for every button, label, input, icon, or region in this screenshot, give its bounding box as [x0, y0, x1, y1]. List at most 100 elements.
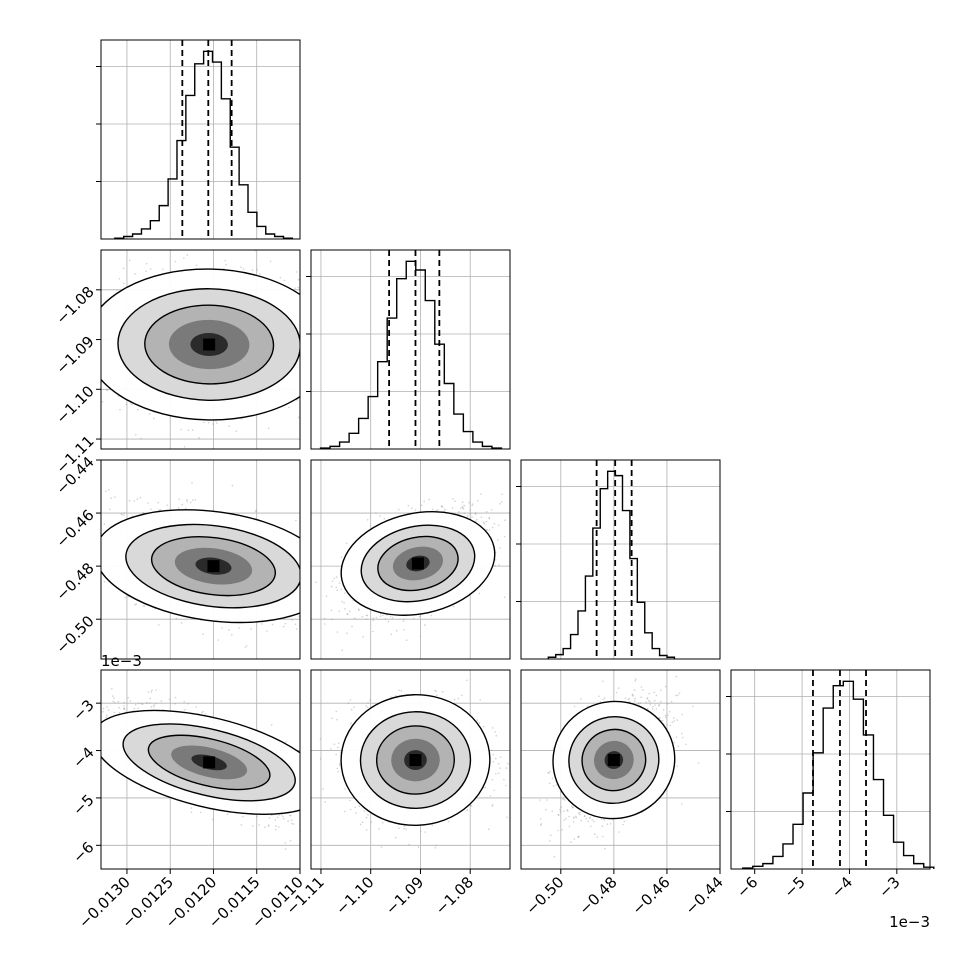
sample-point [325, 322, 327, 324]
sample-point [384, 629, 386, 631]
sample-point [139, 496, 142, 499]
sample-point [308, 311, 310, 313]
sample-point [319, 605, 321, 607]
sample-point [314, 307, 316, 309]
sample-point [375, 616, 378, 619]
sample-point [338, 598, 340, 600]
sample-point [477, 499, 479, 502]
sample-point [336, 403, 338, 405]
sample-point [183, 446, 186, 448]
sample-point [121, 513, 123, 516]
sample-point [294, 623, 297, 625]
sample-point [267, 427, 270, 430]
sample-point [312, 368, 314, 370]
sample-point [221, 627, 223, 629]
sample-point [499, 547, 501, 549]
sample-point [461, 507, 464, 509]
sample-point [452, 605, 455, 608]
histogram-step [547, 470, 676, 659]
sample-point [501, 501, 503, 503]
sample-point [128, 499, 131, 502]
sample-point [305, 595, 307, 597]
sample-point [331, 378, 333, 380]
sample-point [143, 605, 146, 607]
sample-point [192, 499, 194, 502]
sample-point [52, 331, 54, 333]
sample-point [180, 428, 182, 431]
sample-point [494, 564, 497, 567]
sample-point [331, 583, 333, 585]
sample-point [96, 292, 98, 294]
sample-point [307, 345, 309, 347]
sample-point [88, 382, 90, 384]
sample-point [488, 516, 491, 519]
sample-point [304, 361, 306, 363]
histogram-panel [516, 459, 721, 660]
sample-point [335, 588, 337, 590]
sample-point [402, 620, 405, 622]
sample-point [471, 504, 473, 507]
sample-point [403, 618, 406, 620]
sample-point [185, 236, 187, 238]
panel-frame [310, 459, 511, 660]
sample-point [301, 346, 303, 348]
sample-point [178, 475, 180, 477]
sample-point [103, 523, 106, 525]
sample-point [118, 278, 121, 280]
sample-point [134, 603, 136, 606]
sample-point [305, 339, 307, 341]
density-panel [310, 459, 540, 660]
sample-point [475, 518, 478, 521]
sample-point [270, 724, 273, 726]
sample-point [538, 510, 540, 512]
sample-point [318, 335, 320, 337]
sample-point [297, 278, 300, 281]
sample-point [301, 580, 303, 582]
sample-point [106, 389, 108, 392]
density-peak [207, 560, 220, 573]
sample-point [317, 281, 319, 283]
sample-point [134, 273, 136, 275]
sample-point [148, 413, 151, 415]
sample-point [304, 586, 306, 588]
sample-point [322, 590, 324, 592]
sample-point [395, 629, 398, 632]
sample-point [183, 257, 185, 259]
sample-point [493, 523, 496, 525]
sample-point [345, 542, 348, 545]
sample-point [22, 300, 24, 302]
sample-point [147, 502, 149, 504]
sample-point [149, 268, 152, 270]
sample-point [64, 552, 66, 554]
sample-point [305, 603, 307, 605]
sample-point [342, 610, 344, 612]
sample-point [186, 500, 189, 503]
sample-point [423, 500, 426, 503]
sample-point [238, 627, 240, 629]
sample-point [469, 512, 472, 515]
sample-point [158, 509, 160, 511]
sample-point [360, 650, 362, 652]
sample-point [231, 633, 233, 636]
sample-point [75, 379, 77, 381]
sample-point [187, 429, 190, 432]
sample-point [497, 539, 499, 541]
sample-point [68, 564, 70, 566]
panel-frame [310, 249, 511, 450]
sample-point [321, 308, 323, 310]
sample-point [303, 590, 305, 592]
sample-point [482, 521, 485, 524]
sample-point [304, 593, 306, 595]
sample-point [333, 626, 335, 628]
sample-point [96, 352, 98, 354]
sample-point [318, 290, 320, 292]
sample-point [419, 635, 422, 638]
sample-point [503, 535, 506, 538]
sample-point [87, 541, 89, 543]
sample-point [135, 434, 137, 436]
sample-point [330, 609, 333, 612]
sample-point [119, 408, 121, 411]
sample-point [319, 604, 321, 606]
sample-point [135, 603, 138, 606]
